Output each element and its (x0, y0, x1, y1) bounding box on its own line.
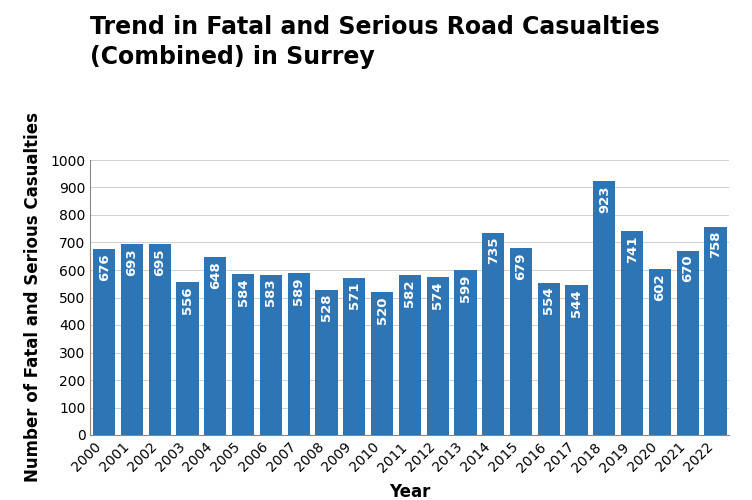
Text: 554: 554 (542, 287, 555, 314)
Bar (371, 292, 393, 435)
Bar (677, 250, 699, 435)
Bar (510, 248, 532, 435)
Bar (315, 290, 338, 435)
Text: 582: 582 (403, 279, 417, 306)
Text: 695: 695 (153, 248, 166, 276)
Y-axis label: Number of Fatal and Serious Casualties: Number of Fatal and Serious Casualties (24, 112, 42, 482)
X-axis label: Year: Year (389, 483, 431, 500)
Text: 923: 923 (598, 186, 611, 213)
Text: 574: 574 (431, 282, 444, 309)
Bar (705, 226, 726, 435)
Text: 679: 679 (514, 252, 527, 280)
Bar (93, 249, 115, 435)
Text: 556: 556 (181, 286, 194, 314)
Bar (259, 274, 282, 435)
Text: Trend in Fatal and Serious Road Casualties
(Combined) in Surrey: Trend in Fatal and Serious Road Casualti… (90, 15, 660, 68)
Bar (287, 273, 310, 435)
Text: 589: 589 (293, 277, 305, 304)
Text: 599: 599 (459, 274, 472, 302)
Text: 758: 758 (709, 230, 722, 258)
Bar (426, 277, 449, 435)
Bar (232, 274, 254, 435)
Bar (566, 286, 588, 435)
Text: 584: 584 (237, 278, 250, 306)
Bar (454, 270, 477, 435)
Text: 528: 528 (320, 294, 333, 322)
Bar (205, 257, 226, 435)
Text: 602: 602 (653, 274, 666, 301)
Text: 693: 693 (126, 248, 138, 276)
Text: 741: 741 (626, 236, 638, 263)
Bar (121, 244, 143, 435)
Bar (149, 244, 171, 435)
Text: 648: 648 (209, 261, 222, 288)
Text: 735: 735 (487, 237, 500, 264)
Text: 571: 571 (347, 282, 361, 310)
Bar (399, 275, 421, 435)
Bar (593, 181, 615, 435)
Text: 544: 544 (570, 290, 583, 317)
Text: 670: 670 (681, 255, 694, 282)
Bar (482, 233, 505, 435)
Text: 676: 676 (98, 253, 111, 281)
Text: 583: 583 (265, 279, 277, 306)
Bar (177, 282, 199, 435)
Bar (538, 282, 560, 435)
Text: 520: 520 (375, 296, 389, 324)
Bar (621, 231, 643, 435)
Bar (343, 278, 365, 435)
Bar (649, 270, 671, 435)
